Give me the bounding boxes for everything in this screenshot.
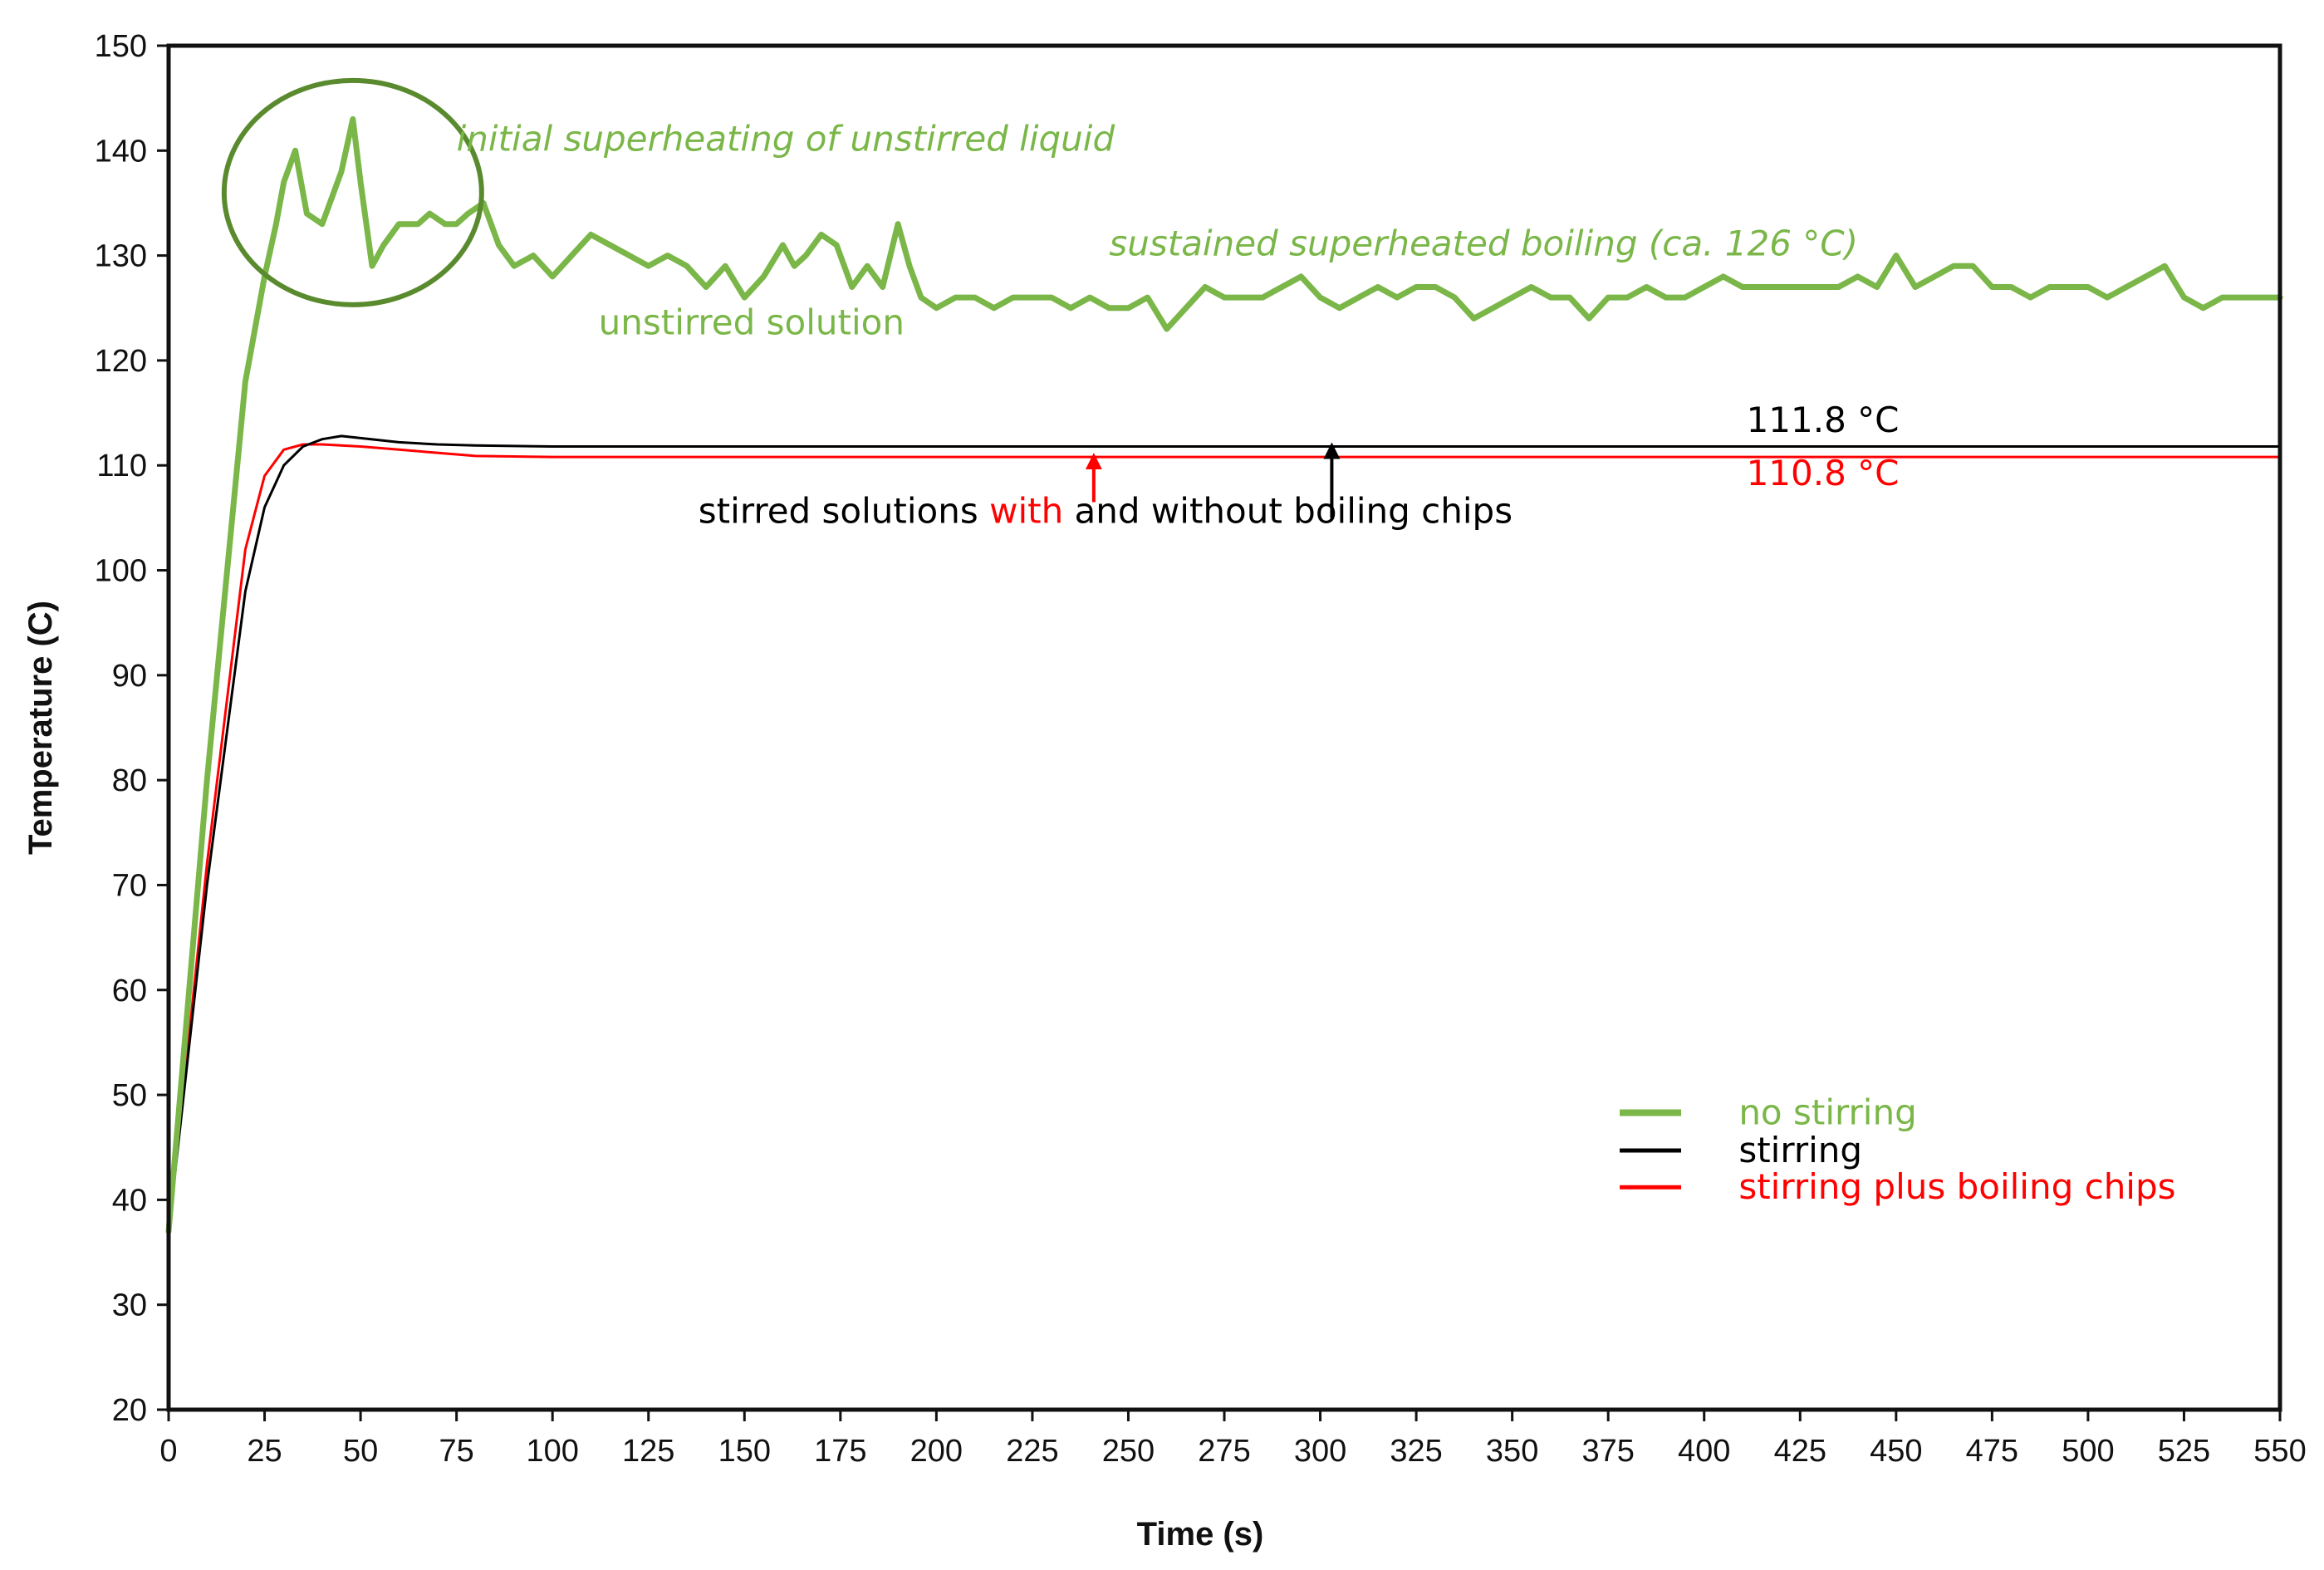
y-tick-label: 50 [112,1078,147,1113]
x-tick-label: 150 [718,1434,771,1469]
x-tick-label: 175 [814,1434,866,1469]
y-tick-label: 80 [112,763,147,798]
series-line-stirring-plus-boiling-chips [167,443,2282,1233]
y-tick-label: 40 [112,1183,147,1218]
superheating-highlight-circle [221,77,484,307]
x-tick-label: 250 [1102,1434,1155,1469]
x-tick-label: 550 [2253,1434,2306,1469]
annotation-label: 110.8 °C [1747,453,1900,493]
x-tick-label: 450 [1870,1434,1922,1469]
stirred-note-part3: and without [1063,491,1282,532]
legend-label: no stirring [1738,1092,1916,1133]
legend-label: stirring plus boiling chips [1738,1166,2175,1207]
y-tick-label: 20 [112,1393,147,1428]
x-tick-label: 0 [159,1434,177,1469]
x-tick-label: 400 [1678,1434,1730,1469]
x-tick-label: 425 [1774,1434,1826,1469]
y-axis-title: Temperature (C) [22,601,59,855]
x-tick-label: 225 [1006,1434,1058,1469]
x-tick-label: 350 [1486,1434,1538,1469]
x-tick-label: 325 [1390,1434,1442,1469]
y-tick-label: 140 [95,134,147,169]
y-tick-label: 130 [95,239,147,274]
x-tick-label: 75 [439,1434,473,1469]
series-line-stirring [167,434,2282,1233]
x-tick-label: 275 [1198,1434,1250,1469]
series-line-no-stirring [165,115,2283,1234]
x-tick-label: 475 [1966,1434,2018,1469]
stirred-solutions-note: stirred solutions with and without boili… [699,491,1513,532]
stirred-note-part2: with [989,491,1063,532]
y-tick-label: 90 [112,659,147,694]
y-tick-label: 70 [112,868,147,903]
x-tick-label: 500 [2062,1434,2114,1469]
y-tick-label: 110 [96,449,147,483]
y-tick-label: 30 [112,1288,147,1323]
annotation-label: 111.8 °C [1747,400,1900,440]
stirred-note-part4: boiling chips [1282,491,1513,532]
y-tick-label: 120 [95,344,147,379]
x-tick-label: 125 [622,1434,674,1469]
x-tick-label: 25 [247,1434,282,1469]
stirred-note-part1: stirred solutions [699,491,989,532]
y-tick-label: 60 [112,974,147,1008]
annotation-label: sustained superheated boiling (ca. 126 °… [1109,223,1858,264]
y-tick-label: 100 [95,554,147,589]
x-axis-title: Time (s) [1137,1516,1264,1553]
x-tick-label: 200 [910,1434,963,1469]
legend-label: stirring [1738,1130,1862,1170]
x-tick-label: 100 [526,1434,578,1469]
x-tick-label: 300 [1294,1434,1346,1469]
x-tick-label: 525 [2158,1434,2210,1469]
y-tick-label: 150 [95,29,147,64]
annotation-label: initial superheating of unstirred liquid [457,118,1115,159]
x-tick-label: 50 [343,1434,378,1469]
x-tick-label: 375 [1581,1434,1634,1469]
annotation-label: unstirred solution [599,302,905,342]
